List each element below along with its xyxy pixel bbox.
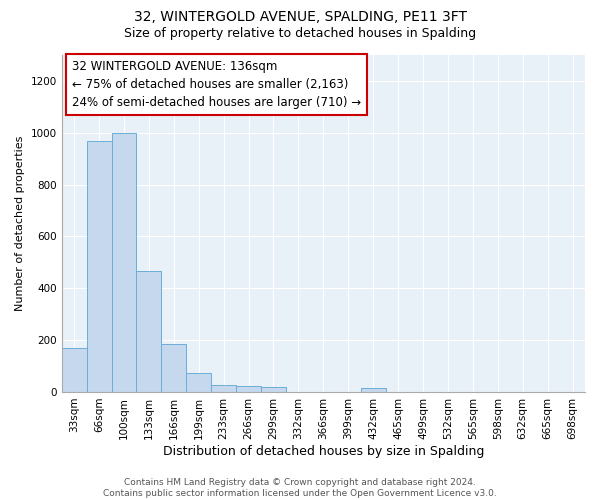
Bar [236,386,261,392]
Bar [211,384,236,392]
Bar [136,272,161,392]
Y-axis label: Number of detached properties: Number of detached properties [15,136,25,311]
Bar [161,344,186,392]
Bar [86,140,112,392]
Bar [186,372,211,392]
Bar [361,388,386,392]
Bar [112,133,136,392]
Text: 32 WINTERGOLD AVENUE: 136sqm
← 75% of detached houses are smaller (2,163)
24% of: 32 WINTERGOLD AVENUE: 136sqm ← 75% of de… [72,60,361,109]
Text: Contains HM Land Registry data © Crown copyright and database right 2024.
Contai: Contains HM Land Registry data © Crown c… [103,478,497,498]
Bar [261,387,286,392]
Text: Size of property relative to detached houses in Spalding: Size of property relative to detached ho… [124,28,476,40]
Text: 32, WINTERGOLD AVENUE, SPALDING, PE11 3FT: 32, WINTERGOLD AVENUE, SPALDING, PE11 3F… [133,10,467,24]
Bar [62,348,86,392]
X-axis label: Distribution of detached houses by size in Spalding: Distribution of detached houses by size … [163,444,484,458]
